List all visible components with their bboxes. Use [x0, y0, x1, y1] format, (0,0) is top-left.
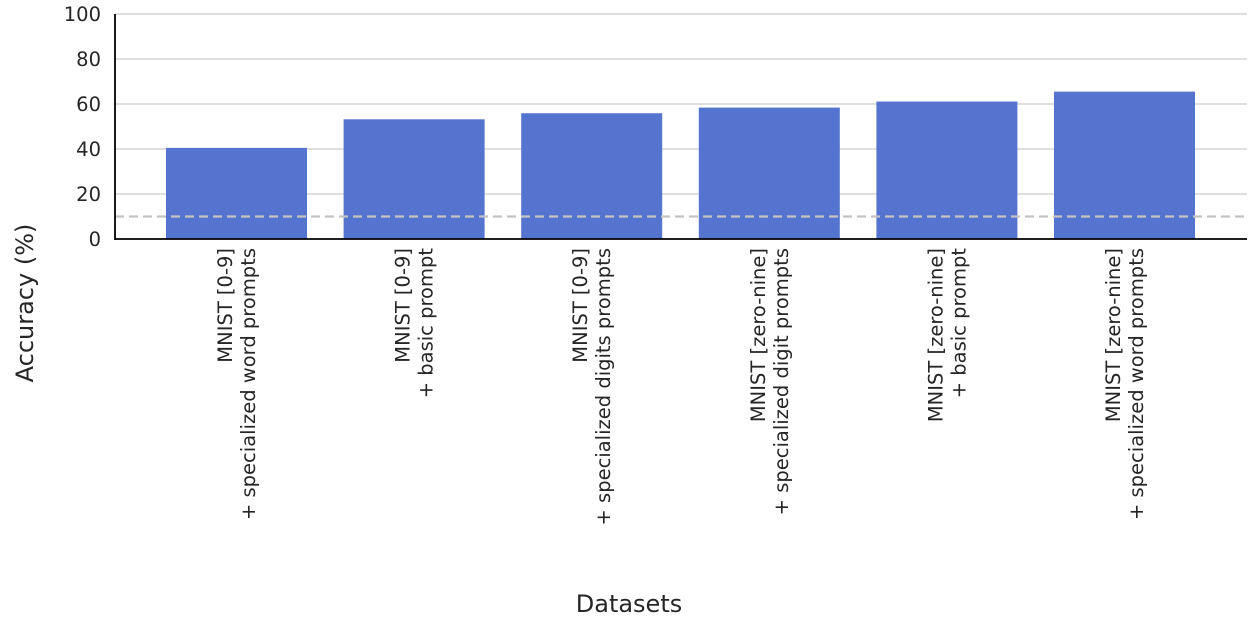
- y-tick-label: 60: [76, 93, 101, 116]
- bar: [876, 101, 1018, 240]
- x-tick-label: MNIST [0-9] + specialized word prompts: [214, 248, 260, 520]
- x-tick-label-line: + basic prompt: [947, 248, 970, 399]
- bar: [1054, 91, 1195, 239]
- x-tick-label: MNIST [zero-nine] + basic prompt: [924, 248, 970, 423]
- x-tick-label: MNIST [0-9] + basic prompt: [392, 248, 438, 399]
- x-tick-label: MNIST [zero-nine] + specialized digit pro…: [747, 248, 793, 515]
- bar: [343, 119, 485, 239]
- x-tick-label-line: MNIST [0-9]: [214, 248, 237, 363]
- x-tick-label-line: MNIST [0-9]: [569, 248, 592, 363]
- y-tick-label: 20: [76, 183, 101, 206]
- bar: [698, 107, 840, 239]
- y-tick-label: 100: [64, 3, 101, 26]
- x-tick-label-line: MNIST [zero-nine]: [747, 248, 770, 422]
- x-tick-label-line: + specialized digits prompts: [592, 248, 615, 525]
- x-tick-label-line: MNIST [zero-nine]: [924, 248, 947, 422]
- x-tick-label-line: + specialized digit prompts: [770, 248, 793, 515]
- x-tick-labels: MNIST [0-9] + specialized word prompts MNI…: [214, 248, 1148, 526]
- x-tick-label-line: + specialized word prompts: [237, 248, 260, 520]
- bar: [521, 113, 663, 239]
- y-tick-label: 0: [89, 228, 101, 251]
- axes: [114, 14, 1247, 240]
- x-tick-label-line: + specialized word prompts: [1125, 248, 1148, 520]
- y-axis-label: Accuracy (%): [11, 224, 39, 383]
- y-tick-labels: 0 20 40 60 80 100: [64, 3, 101, 251]
- x-tick-label: MNIST [zero-nine] + specialized word prom…: [1102, 248, 1148, 520]
- bar: [166, 147, 307, 239]
- x-tick-label: MNIST [0-9] + specialized digits prompts: [569, 248, 615, 525]
- y-tick-label: 80: [76, 48, 101, 71]
- x-tick-label-line: + basic prompt: [415, 248, 438, 399]
- y-tick-label: 40: [76, 138, 101, 161]
- x-tick-label-line: MNIST [zero-nine]: [1102, 248, 1125, 422]
- bars: [166, 91, 1195, 240]
- x-axis-label: Datasets: [576, 590, 683, 618]
- x-tick-label-line: MNIST [0-9]: [392, 248, 415, 363]
